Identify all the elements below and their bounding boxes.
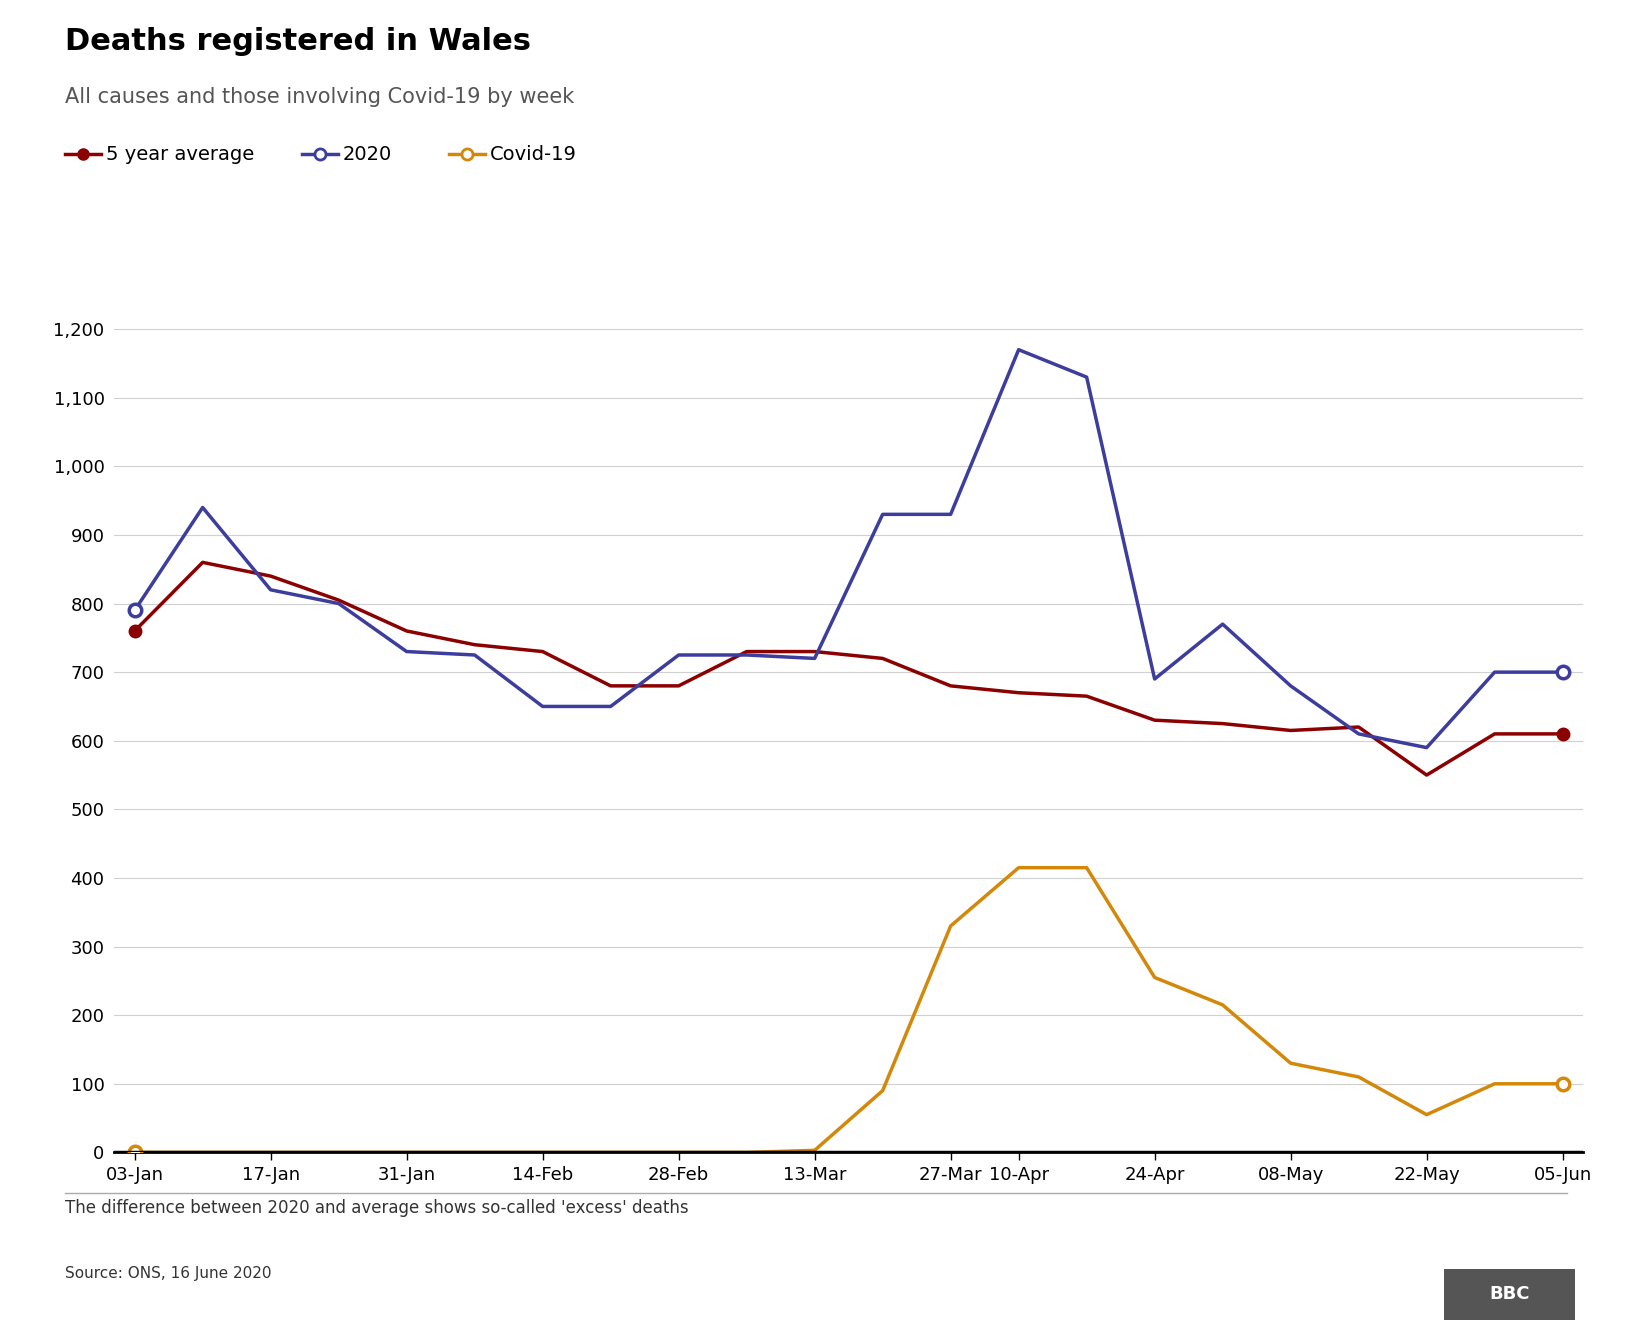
Text: 2020: 2020 xyxy=(343,145,392,163)
Text: Covid-19: Covid-19 xyxy=(490,145,576,163)
Text: Source: ONS, 16 June 2020: Source: ONS, 16 June 2020 xyxy=(65,1266,273,1281)
Text: BBC: BBC xyxy=(1490,1285,1529,1304)
Text: 5 year average: 5 year average xyxy=(106,145,255,163)
Text: Deaths registered in Wales: Deaths registered in Wales xyxy=(65,27,532,56)
Text: The difference between 2020 and average shows so-called 'excess' deaths: The difference between 2020 and average … xyxy=(65,1199,689,1217)
Text: All causes and those involving Covid-19 by week: All causes and those involving Covid-19 … xyxy=(65,87,574,107)
